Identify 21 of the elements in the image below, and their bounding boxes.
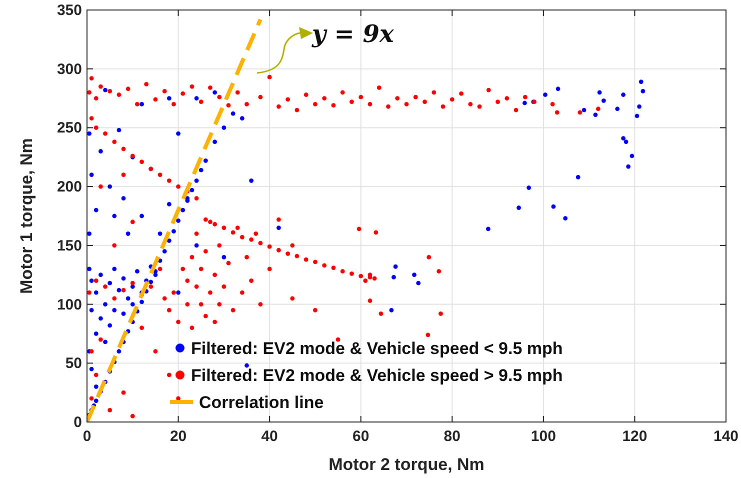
y-tick-label: 100 [56,296,82,314]
y-tick-label: 150 [56,237,82,254]
y-axis-title: Motor 1 torque, Nm [17,138,36,294]
y-tick-label: 200 [56,178,82,196]
legend-label: Filtered: EV2 mode & Vehicle speed > 9.5 mph [191,366,563,385]
x-tick-label: 140 [713,428,739,445]
y-tick-label: 350 [56,2,82,19]
x-tick-label: 20 [170,428,187,445]
y-tick-label: 0 [74,414,82,431]
x-tick-label: 120 [622,428,648,445]
x-tick-label: 60 [352,428,370,445]
x-axis-title: Motor 2 torque, Nm [328,455,484,474]
y-tick-label: 250 [56,120,82,137]
x-tick-label: 80 [444,428,460,445]
x-tick-label: 40 [261,428,278,445]
annotation: y = 9x [311,19,394,48]
legend-label: Correlation line [199,393,324,412]
x-tick-label: 100 [530,428,556,445]
y-tick-label: 300 [56,60,82,78]
legend-label: Filtered: EV2 mode & Vehicle speed < 9.5 mph [191,339,563,358]
y-tick-label: 50 [65,355,82,372]
